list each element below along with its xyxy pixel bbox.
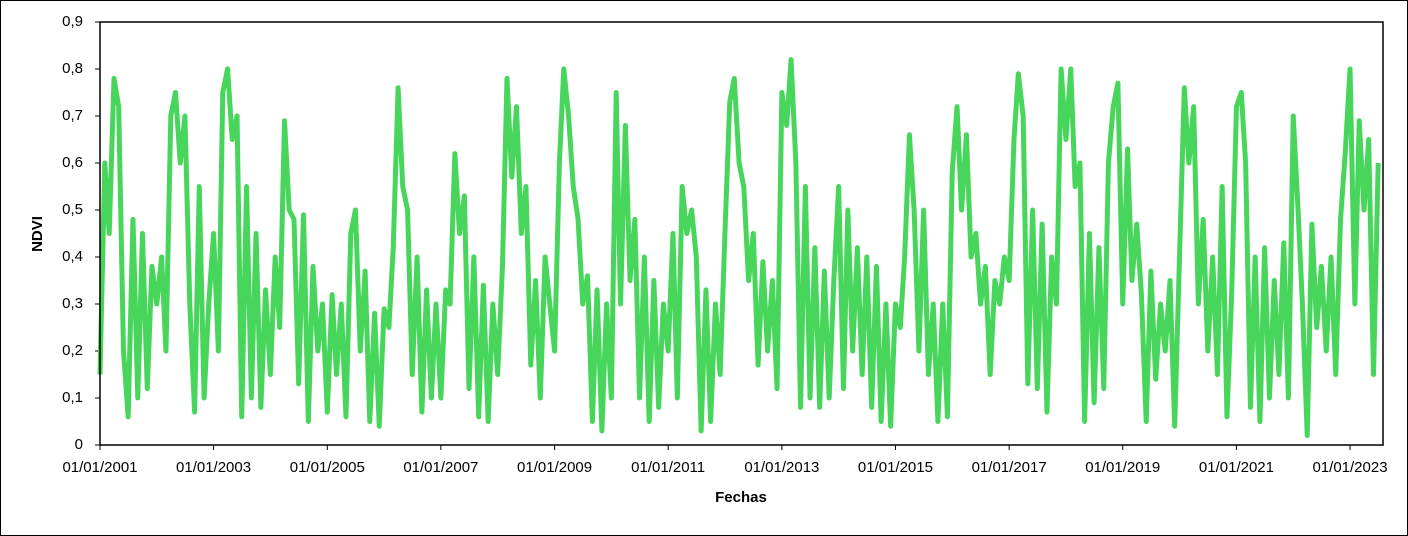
y-tick-label: 0,3 bbox=[62, 295, 83, 312]
x-axis-title: Fechas bbox=[715, 489, 767, 506]
y-axis-title: NDVI bbox=[29, 216, 46, 252]
y-tick-label: 0,5 bbox=[62, 201, 83, 218]
x-tick-label: 01/01/2003 bbox=[176, 459, 251, 476]
x-tick-label: 01/01/2005 bbox=[290, 459, 365, 476]
y-tick-label: 0,4 bbox=[62, 248, 83, 265]
x-tick-label: 01/01/2023 bbox=[1312, 459, 1387, 476]
y-tick-label: 0,6 bbox=[62, 154, 83, 171]
y-tick-label: 0,9 bbox=[62, 13, 83, 30]
x-tick-label: 01/01/2009 bbox=[517, 459, 592, 476]
x-tick-label: 01/01/2017 bbox=[972, 459, 1047, 476]
y-tick-label: 0,8 bbox=[62, 60, 83, 77]
x-tick-label: 01/01/2011 bbox=[631, 459, 705, 476]
x-tick-label: 01/01/2015 bbox=[858, 459, 933, 476]
plot-area-border bbox=[99, 21, 1384, 446]
y-tick-label: 0,2 bbox=[62, 342, 83, 359]
y-tick-label: 0 bbox=[75, 436, 83, 453]
x-tick-label: 01/01/2019 bbox=[1085, 459, 1160, 476]
ndvi-line bbox=[97, 57, 1381, 439]
x-tick-label: 01/01/2013 bbox=[744, 459, 819, 476]
x-tick-label: 01/01/2001 bbox=[62, 459, 137, 476]
x-tick-label: 01/01/2021 bbox=[1199, 459, 1274, 476]
x-tick-label: 01/01/2007 bbox=[403, 459, 478, 476]
y-tick-label: 0,7 bbox=[62, 107, 83, 124]
y-tick-label: 0,1 bbox=[62, 389, 83, 406]
